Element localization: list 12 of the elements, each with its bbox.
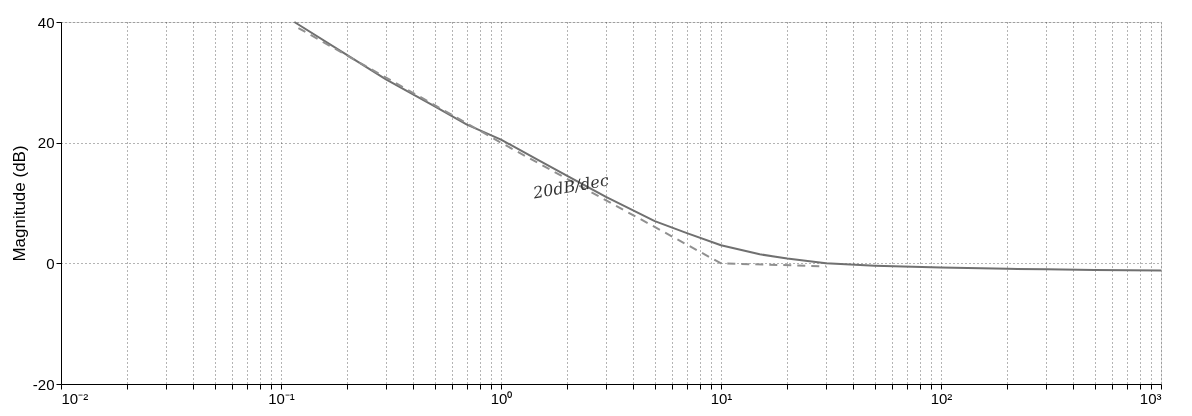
x-tick-label: 10⁰ xyxy=(490,389,513,407)
y-tick-label: 0 xyxy=(46,254,55,272)
x-tick-label: 10⁻² xyxy=(61,389,89,407)
x-tick-label: 10² xyxy=(930,389,953,407)
x-tick-label: 10⁻¹ xyxy=(268,389,295,407)
x-tick-label: 10¹ xyxy=(710,389,733,407)
annotation: 20dB/dec xyxy=(530,170,611,203)
y-axis-title: Magnitude (dB) xyxy=(9,145,29,262)
y-tick-label: 40 xyxy=(37,13,55,31)
y-tick-label: -20 xyxy=(32,375,55,393)
y-tick-label: 20 xyxy=(37,134,55,152)
x-tick-label: 10³ xyxy=(1139,389,1162,407)
